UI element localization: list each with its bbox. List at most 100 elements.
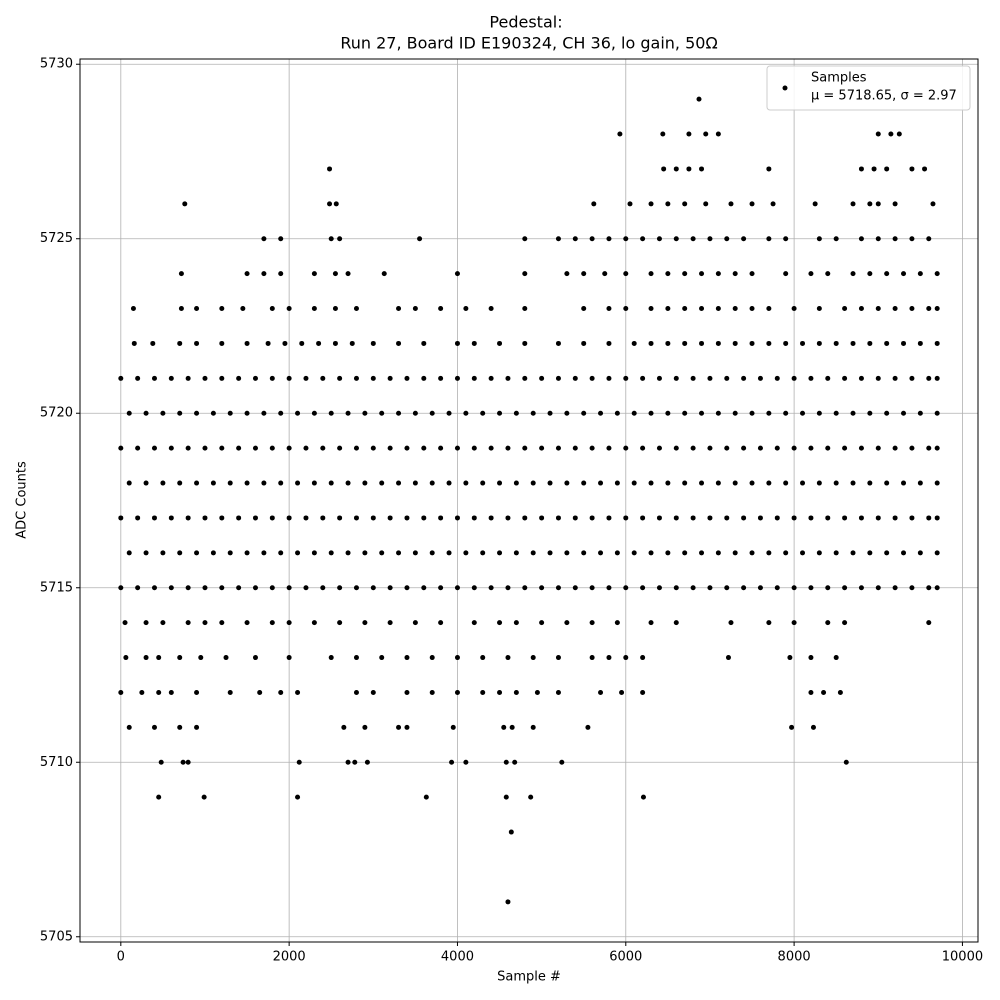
data-point bbox=[450, 724, 456, 730]
data-point bbox=[126, 550, 132, 556]
data-point bbox=[143, 480, 149, 486]
data-point bbox=[311, 306, 317, 312]
data-point bbox=[850, 550, 856, 556]
data-point bbox=[303, 515, 309, 521]
data-point bbox=[244, 271, 250, 277]
data-point bbox=[665, 201, 671, 207]
data-point bbox=[934, 375, 940, 381]
data-point bbox=[934, 271, 940, 277]
data-point bbox=[252, 655, 258, 661]
data-point bbox=[198, 655, 204, 661]
data-point bbox=[438, 375, 444, 381]
data-point bbox=[591, 201, 597, 207]
data-point bbox=[749, 306, 755, 312]
data-point bbox=[130, 306, 136, 312]
data-point bbox=[783, 271, 789, 277]
data-point bbox=[724, 445, 730, 451]
data-point bbox=[345, 271, 351, 277]
data-point bbox=[178, 306, 184, 312]
data-point bbox=[328, 480, 334, 486]
data-point bbox=[379, 410, 385, 416]
data-point bbox=[370, 375, 376, 381]
data-point bbox=[875, 236, 881, 242]
data-point bbox=[673, 236, 679, 242]
data-point bbox=[656, 515, 662, 521]
data-point bbox=[766, 480, 772, 486]
data-point bbox=[194, 480, 200, 486]
data-point bbox=[808, 689, 814, 695]
data-point bbox=[589, 585, 595, 591]
data-point bbox=[707, 375, 713, 381]
data-point bbox=[766, 550, 772, 556]
data-point bbox=[850, 410, 856, 416]
data-point bbox=[404, 375, 410, 381]
data-point bbox=[412, 550, 418, 556]
data-point bbox=[934, 550, 940, 556]
data-point bbox=[180, 759, 186, 765]
x-tick-label: 0 bbox=[117, 950, 125, 965]
data-point bbox=[227, 689, 233, 695]
data-point bbox=[867, 271, 873, 277]
data-point bbox=[122, 620, 128, 626]
data-point bbox=[564, 271, 570, 277]
data-point bbox=[656, 236, 662, 242]
data-point bbox=[151, 724, 157, 730]
data-point bbox=[505, 899, 511, 905]
data-point bbox=[177, 724, 183, 730]
data-point bbox=[396, 480, 402, 486]
data-point bbox=[429, 480, 435, 486]
data-point bbox=[690, 236, 696, 242]
data-point bbox=[673, 166, 679, 172]
data-point bbox=[353, 515, 359, 521]
data-point bbox=[656, 445, 662, 451]
y-tick-label: 5715 bbox=[40, 580, 73, 595]
data-point bbox=[884, 550, 890, 556]
data-point bbox=[387, 585, 393, 591]
y-tick-label: 5705 bbox=[40, 929, 73, 944]
data-point bbox=[333, 201, 339, 207]
data-point bbox=[497, 480, 503, 486]
data-point bbox=[320, 585, 326, 591]
data-point bbox=[278, 271, 284, 277]
data-point bbox=[581, 340, 587, 346]
data-point bbox=[774, 375, 780, 381]
data-point bbox=[522, 515, 528, 521]
data-point bbox=[337, 620, 343, 626]
data-point bbox=[606, 585, 612, 591]
x-tick-label: 8000 bbox=[778, 950, 811, 965]
data-point bbox=[875, 131, 881, 137]
data-point bbox=[816, 306, 822, 312]
data-point bbox=[454, 445, 460, 451]
data-point bbox=[370, 689, 376, 695]
data-point bbox=[858, 445, 864, 451]
data-point bbox=[194, 724, 200, 730]
data-point bbox=[530, 655, 536, 661]
data-point bbox=[471, 585, 477, 591]
data-point bbox=[295, 794, 301, 800]
data-point bbox=[328, 410, 334, 416]
x-tick-label: 2000 bbox=[273, 950, 306, 965]
data-point bbox=[168, 515, 174, 521]
data-point bbox=[299, 340, 305, 346]
points bbox=[118, 96, 940, 905]
data-point bbox=[901, 550, 907, 556]
data-point bbox=[606, 515, 612, 521]
data-point bbox=[471, 375, 477, 381]
data-point bbox=[327, 166, 333, 172]
data-point bbox=[808, 585, 814, 591]
data-point bbox=[842, 515, 848, 521]
data-point bbox=[244, 550, 250, 556]
data-point bbox=[362, 620, 368, 626]
data-point bbox=[182, 201, 188, 207]
data-point bbox=[724, 375, 730, 381]
data-point bbox=[648, 550, 654, 556]
data-point bbox=[150, 340, 156, 346]
data-point bbox=[353, 375, 359, 381]
data-point bbox=[598, 550, 604, 556]
data-point bbox=[867, 550, 873, 556]
data-point bbox=[825, 375, 831, 381]
data-point bbox=[934, 306, 940, 312]
data-point bbox=[219, 375, 225, 381]
data-point bbox=[850, 201, 856, 207]
data-point bbox=[370, 515, 376, 521]
